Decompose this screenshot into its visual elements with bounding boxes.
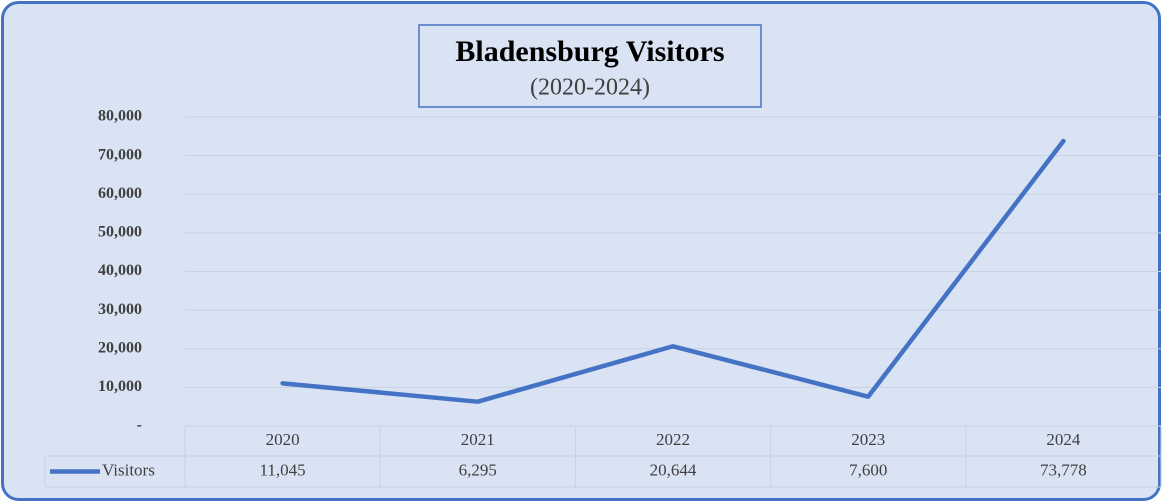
- x-tick-label: 2022: [656, 430, 690, 449]
- y-tick-label: 70,000: [98, 146, 142, 163]
- x-tick-label: 2023: [851, 430, 885, 449]
- x-tick-label: 2021: [461, 430, 495, 449]
- x-tick-label: 2020: [266, 430, 300, 449]
- data-table-value: 11,045: [260, 460, 306, 479]
- y-tick-label: 20,000: [98, 339, 142, 356]
- y-tick-label: 10,000: [98, 378, 142, 395]
- title-box: [418, 24, 762, 108]
- y-tick-label: 50,000: [98, 224, 142, 241]
- y-tick-label: 80,000: [98, 108, 142, 125]
- y-tick-label: -: [137, 417, 142, 434]
- data-table-value: 73,778: [1040, 460, 1087, 479]
- data-table-value: 20,644: [650, 460, 697, 479]
- data-table-value: 7,600: [849, 460, 887, 479]
- legend-label: Visitors: [102, 460, 155, 479]
- y-tick-label: 60,000: [98, 185, 142, 202]
- chart-subtitle: (2020-2024): [530, 75, 650, 101]
- y-tick-label: 30,000: [98, 301, 142, 318]
- series-line: [280, 138, 1066, 404]
- data-table-value: 6,295: [459, 460, 497, 479]
- x-tick-label: 2024: [1046, 430, 1081, 449]
- chart-title: Bladensburg Visitors: [455, 35, 724, 68]
- y-tick-label: 40,000: [98, 262, 142, 279]
